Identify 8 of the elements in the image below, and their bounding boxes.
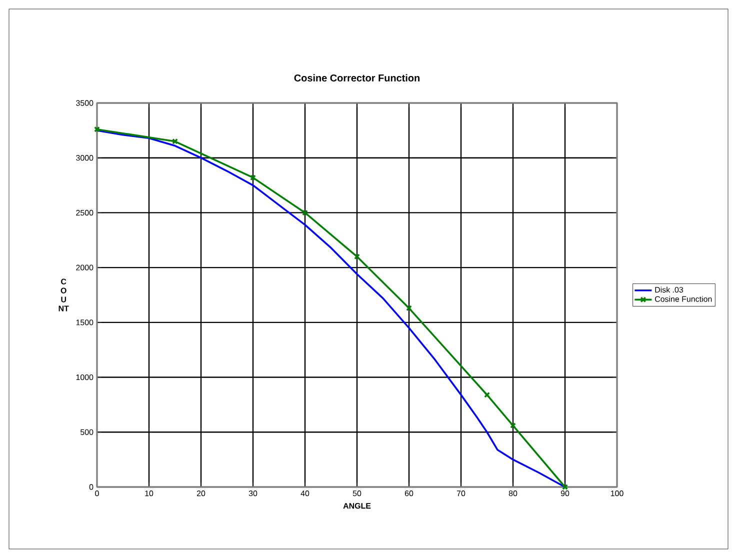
point: [354, 254, 360, 260]
chart-title: Cosine Corrector Function: [294, 74, 420, 82]
point: [302, 210, 308, 216]
point: [484, 392, 490, 398]
point: [510, 422, 516, 429]
point: [172, 138, 178, 144]
point: [250, 174, 256, 181]
point: [406, 305, 412, 312]
